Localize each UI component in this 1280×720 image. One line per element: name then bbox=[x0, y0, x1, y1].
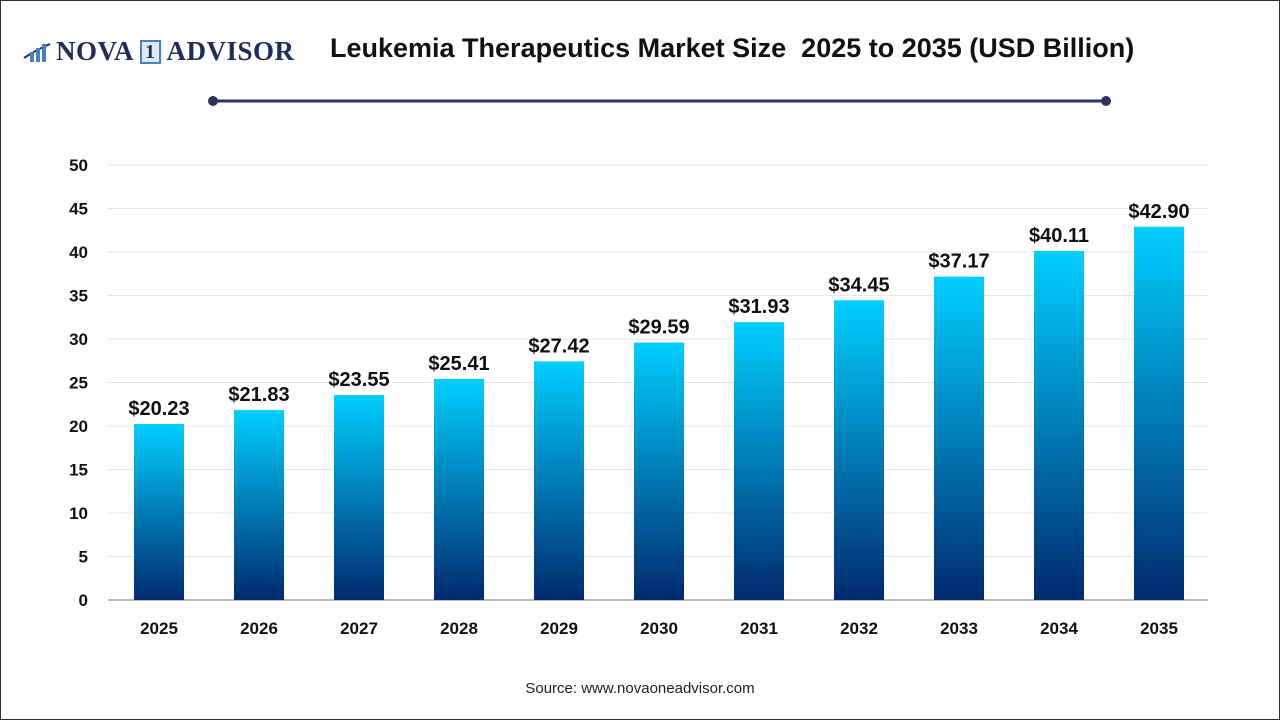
logo: NOVA 1 ADVISOR bbox=[22, 36, 295, 67]
data-label: $29.59 bbox=[628, 317, 689, 339]
logo-text-nova: NOVA bbox=[56, 36, 135, 66]
title-divider bbox=[208, 96, 1111, 106]
bar-2034 bbox=[1034, 251, 1084, 600]
x-tick-label: 2026 bbox=[240, 619, 278, 638]
data-label: $31.93 bbox=[728, 296, 789, 318]
bar-2027 bbox=[334, 395, 384, 600]
data-label: $23.55 bbox=[328, 369, 389, 391]
y-tick-label: 40 bbox=[69, 243, 88, 262]
bar-2031 bbox=[734, 322, 784, 600]
chart-title: Leukemia Therapeutics Market Size 2025 t… bbox=[330, 33, 1135, 63]
bar-2032 bbox=[834, 300, 884, 600]
data-label: $40.11 bbox=[1029, 225, 1089, 247]
data-label: $27.42 bbox=[528, 335, 589, 357]
x-tick-label: 2033 bbox=[940, 619, 978, 638]
bar-chart-logo-icon bbox=[23, 42, 51, 62]
y-tick-label: 45 bbox=[69, 200, 88, 219]
data-label: $37.17 bbox=[928, 251, 989, 273]
bar-2035 bbox=[1134, 226, 1184, 600]
y-tick-label: 50 bbox=[69, 156, 88, 175]
x-tick-label: 2029 bbox=[540, 619, 578, 638]
y-tick-label: 15 bbox=[69, 461, 88, 480]
y-tick-label: 10 bbox=[69, 504, 88, 523]
y-tick-label: 20 bbox=[69, 417, 88, 436]
x-tick-label: 2025 bbox=[140, 619, 178, 638]
data-label: $20.23 bbox=[128, 398, 189, 420]
data-label: $25.41 bbox=[428, 353, 489, 375]
y-tick-label: 25 bbox=[69, 374, 88, 393]
bar-2028 bbox=[434, 378, 484, 600]
logo-text-one: 1 bbox=[140, 39, 161, 64]
data-label: $21.83 bbox=[228, 384, 289, 406]
x-tick-label: 2028 bbox=[440, 619, 478, 638]
bar-2033 bbox=[934, 276, 984, 600]
x-tick-label: 2030 bbox=[640, 619, 678, 638]
bar-2029 bbox=[534, 361, 584, 600]
y-tick-label: 0 bbox=[79, 591, 88, 610]
data-label: $42.90 bbox=[1128, 201, 1189, 223]
y-tick-label: 35 bbox=[69, 287, 88, 306]
source-note: Source: www.novaoneadvisor.com bbox=[525, 680, 755, 697]
x-tick-label: 2032 bbox=[840, 619, 878, 638]
bar-2025 bbox=[134, 423, 184, 600]
logo-text-advisor: ADVISOR bbox=[166, 36, 295, 66]
data-label: $34.45 bbox=[828, 274, 889, 296]
bar-2026 bbox=[234, 410, 284, 600]
bar-2030 bbox=[634, 342, 684, 600]
x-tick-label: 2034 bbox=[1040, 619, 1078, 638]
x-tick-label: 2027 bbox=[340, 619, 378, 638]
x-tick-label: 2031 bbox=[740, 619, 778, 638]
y-tick-label: 5 bbox=[79, 548, 88, 567]
y-tick-label: 30 bbox=[69, 330, 88, 349]
x-tick-label: 2035 bbox=[1140, 619, 1178, 638]
